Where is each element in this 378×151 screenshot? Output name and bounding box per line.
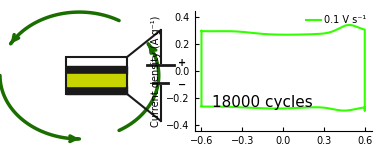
Y-axis label: Current density (A g⁻¹): Current density (A g⁻¹) xyxy=(151,15,161,127)
Text: −: − xyxy=(178,80,186,90)
Text: 18000 cycles: 18000 cycles xyxy=(212,95,312,110)
Text: +: + xyxy=(178,58,186,68)
Bar xyxy=(66,74,127,86)
Legend: 0.1 V s⁻¹: 0.1 V s⁻¹ xyxy=(306,15,367,25)
Bar xyxy=(66,57,127,94)
Bar xyxy=(66,66,127,74)
Bar xyxy=(66,86,127,94)
